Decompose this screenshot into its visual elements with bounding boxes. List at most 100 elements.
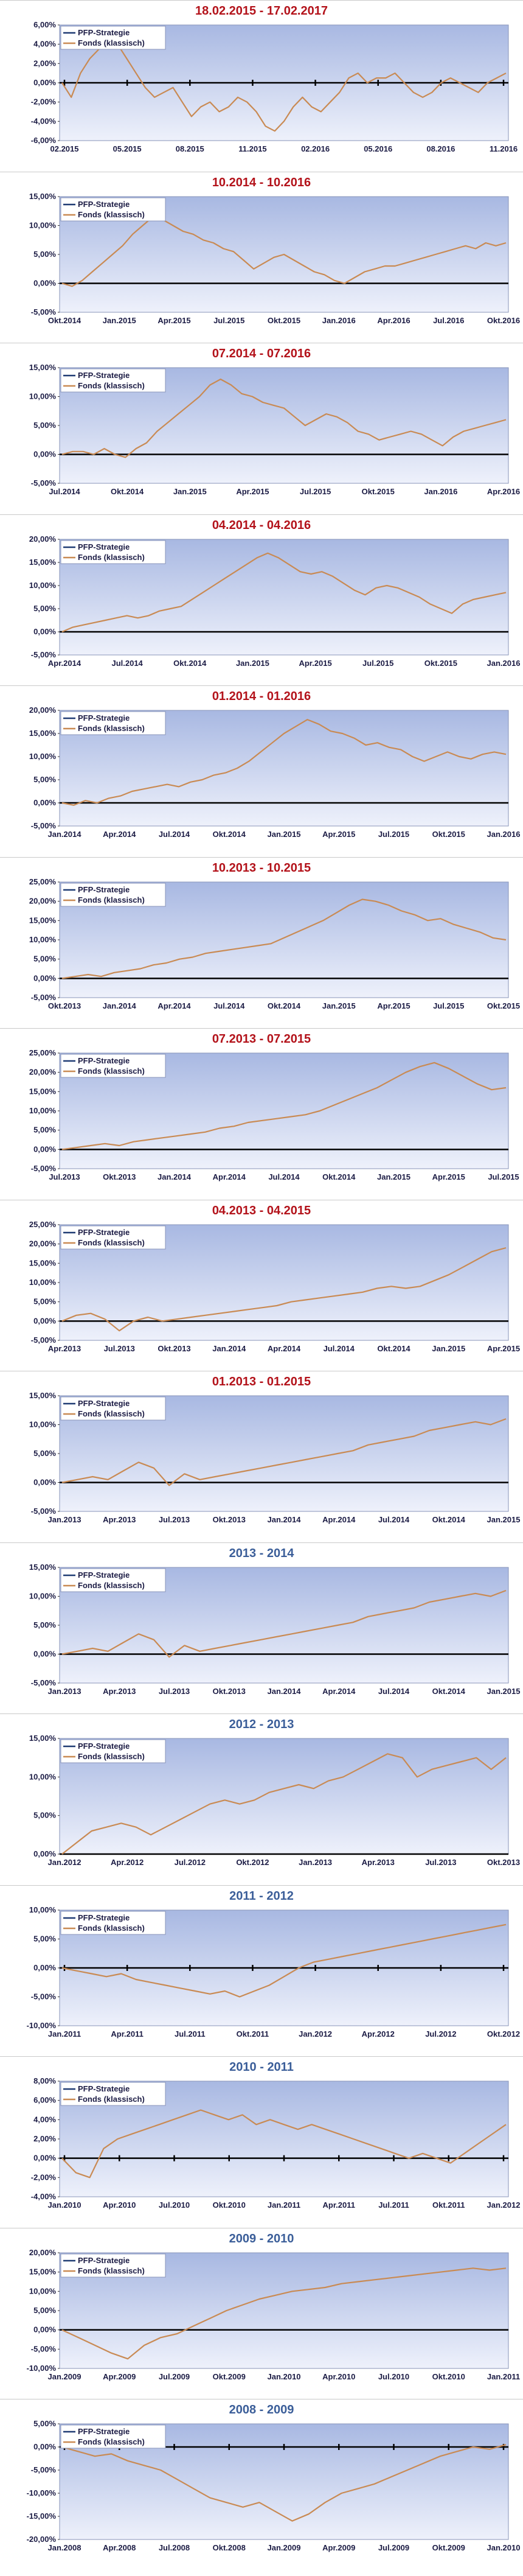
- x-tick-label: Jan.2015: [432, 1344, 465, 1353]
- chart-panel: 04.2014 - 04.2016 20,00% 15,00% 10,00% 5,00%…: [0, 514, 523, 679]
- y-tick-label: 15,00%: [29, 558, 57, 567]
- y-tick-label: -10,00%: [27, 2364, 57, 2373]
- y-tick-label: 20,00%: [29, 1239, 57, 1248]
- chart-panel: 07.2014 - 07.2016 15,00% 10,00% 5,00% 0,00% -…: [0, 343, 523, 508]
- y-tick-label: 5,00%: [33, 775, 56, 784]
- x-tick-label: Apr.2014: [322, 1687, 356, 1696]
- legend-label-fonds: Fonds (klassisch): [78, 2437, 145, 2446]
- series-line-fonds: [61, 1753, 507, 1855]
- x-tick-label: Jan.2011: [48, 2029, 81, 2039]
- y-tick-label: 0,00%: [33, 627, 56, 636]
- chart-panel: 01.2013 - 01.2015 15,00% 10,00% 5,00% 0,00% -…: [0, 1371, 523, 1536]
- x-tick-label: Jul.2014: [378, 1687, 410, 1696]
- y-tick-label: 25,00%: [29, 878, 57, 886]
- x-tick-label: Jan.2014: [103, 1001, 137, 1010]
- series-line-fonds: [61, 38, 507, 132]
- y-tick-label: 20,00%: [29, 896, 57, 905]
- y-tick-label: -5,00%: [31, 1992, 57, 2001]
- x-tick-label: Jul.2014: [111, 659, 143, 668]
- legend-label-fonds: Fonds (klassisch): [78, 895, 145, 905]
- y-tick-label: 0,00%: [33, 78, 56, 87]
- legend-box: [60, 1568, 166, 1592]
- legend-label-pfp: PFP-Strategie: [78, 2084, 130, 2093]
- x-tick-label: Okt.2014: [432, 1515, 466, 1524]
- x-tick-label: Apr.2013: [362, 1858, 395, 1867]
- y-tick-label: 5,00%: [33, 1449, 56, 1458]
- series-line-fonds: [61, 719, 507, 806]
- chart-panel: 2012 - 2013 15,00% 10,00% 5,00% 0,00% Jan.201…: [0, 1713, 523, 1878]
- x-tick-label: Okt.2014: [268, 1001, 301, 1010]
- x-tick-label: Jan.2015: [173, 487, 207, 496]
- y-tick-label: 15,00%: [29, 193, 57, 201]
- y-tick-label: 20,00%: [29, 536, 57, 544]
- x-tick-label: Apr.2015: [236, 487, 269, 496]
- line-chart: 15,00% 10,00% 5,00% 0,00% -5,00%Jul.2014 Okt.…: [29, 364, 520, 496]
- line-chart: 15,00% 10,00% 5,00% 0,00% -5,00%Jan.2013 Apr.…: [29, 1564, 521, 1696]
- legend-label-fonds: Fonds (klassisch): [78, 1409, 145, 1418]
- x-tick-label: Jul.2013: [159, 1515, 190, 1524]
- x-tick-label: Okt.2013: [103, 1172, 136, 1181]
- y-tick-label: 5,00%: [33, 2306, 56, 2315]
- x-tick-label: Jul.2013: [159, 1687, 190, 1696]
- chart-title: 2013 - 2014: [229, 1546, 294, 1560]
- x-tick-label: Apr.2013: [48, 1344, 81, 1353]
- x-tick-label: Apr.2010: [103, 2200, 136, 2210]
- x-tick-label: Apr.2015: [322, 830, 355, 839]
- legend-label-pfp: PFP-Strategie: [78, 28, 130, 37]
- y-tick-label: 5,00%: [33, 604, 56, 613]
- x-tick-label: Jan.2014: [158, 1172, 192, 1181]
- legend-box: [60, 1225, 166, 1249]
- y-tick-label: -5,00%: [31, 478, 57, 488]
- x-tick-label: Jul.2016: [433, 316, 464, 325]
- x-tick-label: Apr.2013: [103, 1687, 136, 1696]
- y-tick-label: -20,00%: [27, 2535, 57, 2544]
- series-line-fonds: [61, 898, 507, 979]
- y-tick-label: 0,00%: [33, 450, 56, 459]
- x-tick-label: Okt.2011: [432, 2200, 465, 2210]
- y-tick-label: 0,00%: [33, 1478, 56, 1487]
- x-tick-label: Apr.2010: [322, 2372, 355, 2381]
- legend-label-pfp: PFP-Strategie: [78, 371, 130, 380]
- x-tick-label: Okt.2015: [362, 487, 395, 496]
- legend-box: [60, 2424, 166, 2449]
- x-tick-label: Jul.2014: [378, 1515, 410, 1524]
- x-tick-label: Jan.2015: [487, 1515, 521, 1524]
- legend-label-fonds: Fonds (klassisch): [78, 210, 145, 219]
- x-tick-label: Apr.2008: [103, 2543, 136, 2552]
- chart-title: 18.02.2015 - 17.02.2017: [195, 4, 328, 18]
- x-tick-label: Jan.2015: [268, 830, 301, 839]
- y-tick-label: 0,00%: [33, 1316, 56, 1325]
- x-tick-label: Jan.2015: [377, 1172, 410, 1181]
- y-tick-label: 10,00%: [29, 935, 57, 944]
- y-tick-label: 0,00%: [33, 278, 56, 287]
- x-tick-label: Jul.2014: [159, 830, 190, 839]
- series-line-fonds: [61, 2267, 507, 2359]
- y-tick-label: 15,00%: [29, 364, 57, 372]
- chart-title: 07.2013 - 07.2015: [212, 1032, 311, 1046]
- legend-label-pfp: PFP-Strategie: [78, 2256, 130, 2265]
- x-tick-label: Okt.2011: [237, 2029, 269, 2039]
- legend-box: [60, 26, 166, 50]
- x-tick-label: Jan.2015: [103, 316, 136, 325]
- y-tick-label: 15,00%: [29, 1735, 57, 1743]
- x-tick-label: Jan.2014: [48, 830, 82, 839]
- x-tick-label: Jul.2014: [213, 1001, 245, 1010]
- x-tick-label: Okt.2014: [173, 659, 207, 668]
- y-tick-label: 5,00%: [33, 1125, 56, 1135]
- x-tick-label: Jul.2013: [104, 1344, 135, 1353]
- x-tick-label: Jul.2015: [300, 487, 331, 496]
- legend-label-pfp: PFP-Strategie: [78, 542, 130, 551]
- y-tick-label: 5,00%: [33, 954, 56, 963]
